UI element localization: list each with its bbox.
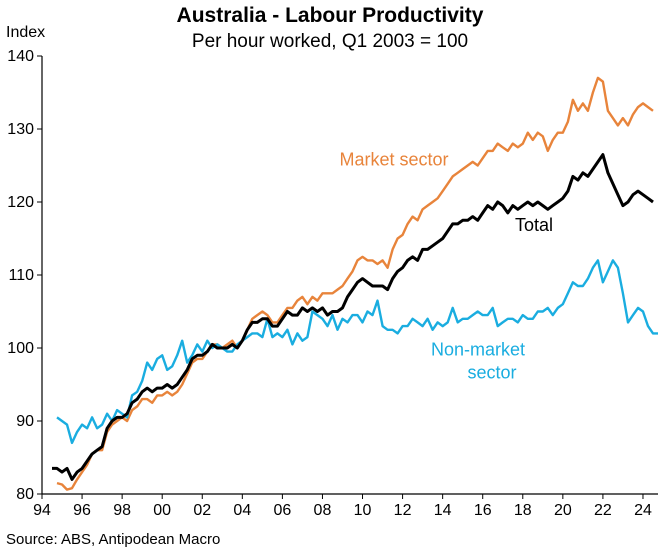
x-tick-label: 22 — [594, 502, 612, 519]
y-tick-label: 110 — [8, 267, 34, 284]
y-tick-label: 120 — [7, 194, 34, 211]
series-line-market-sector — [56, 76, 654, 491]
x-tick-label: 02 — [193, 502, 211, 519]
chart-subtitle: Per hour worked, Q1 2003 = 100 — [191, 31, 469, 52]
x-tick-label: 00 — [153, 502, 171, 519]
x-tick-label: 08 — [314, 502, 332, 519]
series-line-non-market-sector — [56, 259, 658, 445]
annotation-non-market-line1: Non-market — [431, 339, 525, 359]
x-tick-label: 20 — [554, 502, 572, 519]
chart-title: Australia - Labour Productivity — [176, 4, 484, 27]
x-tick-label: 18 — [514, 502, 532, 519]
y-axis-label: Index — [6, 24, 46, 41]
x-tick-label: 98 — [113, 502, 131, 519]
series-line-total — [52, 153, 654, 481]
annotation-non-market-line2: sector — [467, 363, 516, 383]
source-note: Source: ABS, Antipodean Macro — [6, 531, 221, 548]
x-tick-label: 10 — [354, 502, 372, 519]
y-tick-label: 130 — [7, 121, 34, 138]
x-tick-label: 12 — [394, 502, 412, 519]
annotation-total: Total — [515, 215, 553, 235]
y-tick-label: 140 — [7, 48, 34, 65]
x-tick-label: 16 — [474, 502, 492, 519]
y-tick-label: 80 — [16, 486, 34, 503]
annotation-market-sector: Market sector — [339, 150, 448, 170]
x-tick-label: 14 — [434, 502, 452, 519]
x-tick-label: 06 — [273, 502, 291, 519]
y-tick-label: 90 — [16, 413, 34, 430]
plot-area: 80 90 100 110 120 130 140 94 96 98 00 02 04 06 08 10 12 1… — [7, 48, 658, 519]
x-tick-label: 96 — [73, 502, 91, 519]
x-tick-label: 04 — [233, 502, 251, 519]
y-tick-label: 100 — [7, 340, 34, 357]
x-tick-label: 94 — [33, 502, 51, 519]
x-tick-label: 24 — [634, 502, 652, 519]
